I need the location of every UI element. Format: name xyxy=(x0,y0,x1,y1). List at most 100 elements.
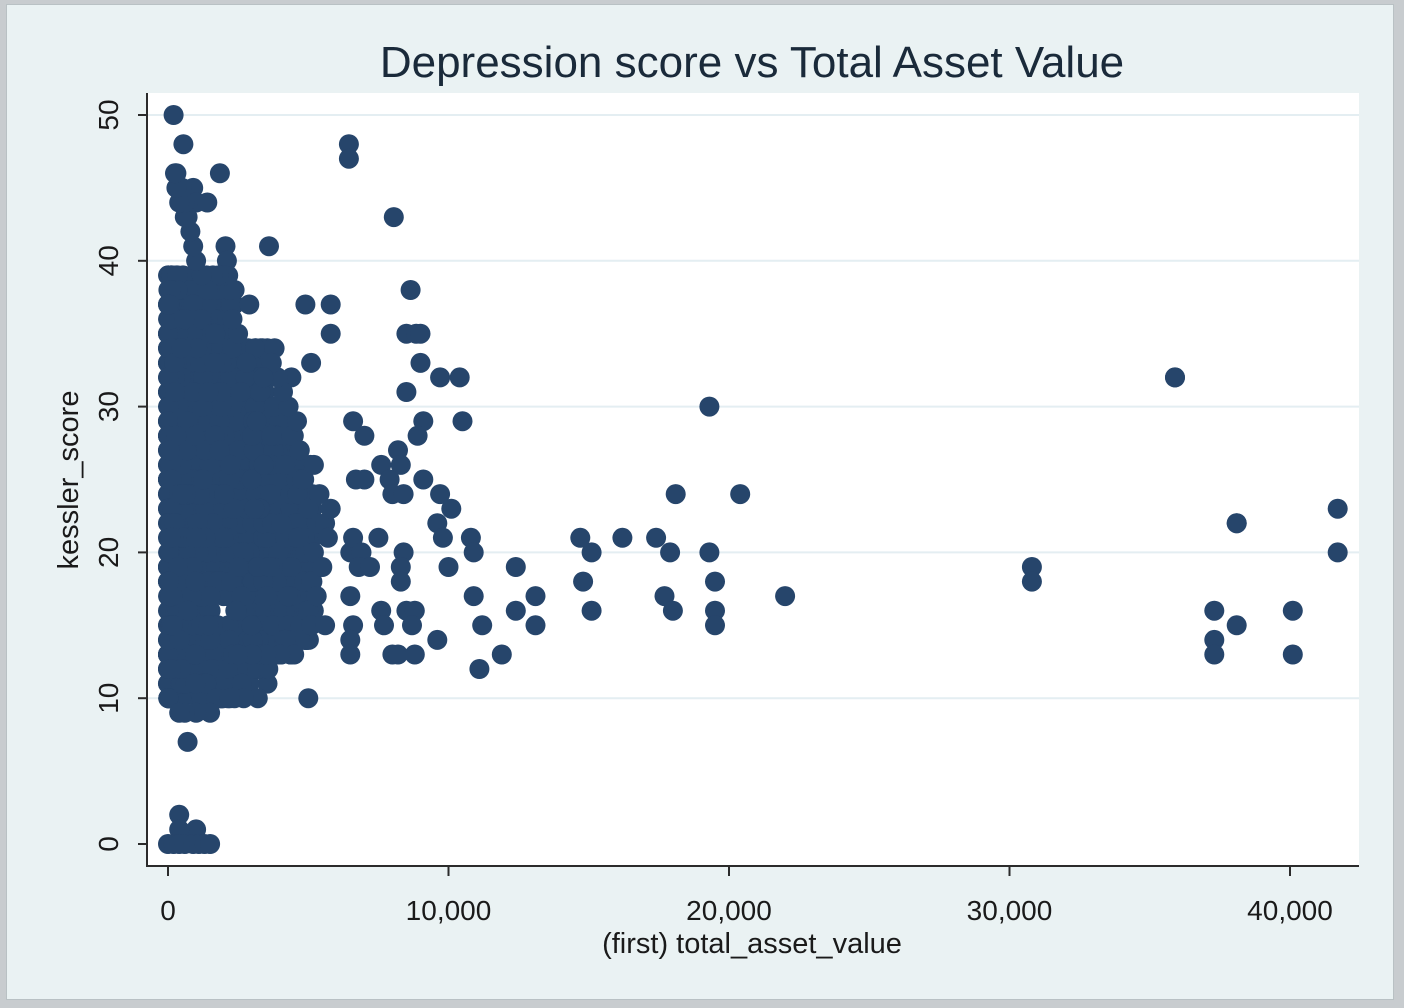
y-tick-label: 20 xyxy=(93,537,124,568)
scatter-point xyxy=(281,367,302,388)
scatter-point xyxy=(159,309,180,330)
scatter-point xyxy=(306,586,327,607)
scatter-point xyxy=(239,294,260,315)
scatter-point xyxy=(226,600,247,621)
scatter-point xyxy=(1327,542,1348,563)
scatter-point xyxy=(163,105,184,125)
scatter-point xyxy=(390,454,411,475)
plot-area xyxy=(147,93,1359,865)
scatter-point xyxy=(253,454,274,475)
scatter-point xyxy=(242,659,263,679)
scatter-point xyxy=(211,396,232,417)
scatter-point xyxy=(178,600,199,621)
scatter-point xyxy=(452,411,473,432)
scatter-point xyxy=(223,498,244,519)
scatter-point xyxy=(654,586,675,607)
scatter-point xyxy=(277,586,298,607)
scatter-point xyxy=(200,834,221,854)
scatter-point xyxy=(660,542,681,563)
scatter-point xyxy=(245,338,265,359)
scatter-point xyxy=(699,542,720,563)
scatter-point xyxy=(430,484,451,505)
scatter-point xyxy=(1282,644,1303,665)
scatter-point xyxy=(317,527,338,548)
scatter-point xyxy=(197,192,218,213)
scatter-point xyxy=(298,498,319,519)
scatter-point xyxy=(402,615,422,636)
scatter-point xyxy=(174,309,195,330)
y-tick-label: 40 xyxy=(93,245,124,276)
scatter-point xyxy=(200,702,221,723)
scatter-point xyxy=(1165,367,1185,388)
scatter-point xyxy=(262,615,283,636)
scatter-point xyxy=(730,484,751,505)
scatter-point xyxy=(209,163,230,184)
scatter-point xyxy=(360,557,380,577)
scatter-point xyxy=(430,367,451,388)
scatter-point xyxy=(253,367,274,388)
x-tick-label: 40,000 xyxy=(1247,895,1333,926)
scatter-point xyxy=(236,352,257,373)
scatter-point xyxy=(354,425,375,446)
scatter-point xyxy=(193,469,213,490)
scatter-point xyxy=(463,542,484,563)
scatter-point xyxy=(573,571,594,592)
scatter-point xyxy=(242,644,263,665)
scatter-point xyxy=(173,134,194,155)
scatter-point xyxy=(287,513,308,534)
scatter-point xyxy=(165,382,185,402)
scatter-point xyxy=(166,177,187,198)
scatter-point xyxy=(343,527,364,548)
scatter-point xyxy=(198,615,219,636)
scatter-point xyxy=(303,454,324,475)
scatter-point xyxy=(241,615,262,636)
scatter-point xyxy=(581,542,602,563)
scatter-point xyxy=(185,571,206,592)
scatter-point xyxy=(257,586,277,607)
scatter-point xyxy=(338,134,359,155)
scatter-point xyxy=(263,396,284,417)
scatter-point xyxy=(407,425,428,446)
scatter-point xyxy=(662,600,683,621)
scatter-point xyxy=(390,557,411,577)
scatter-point xyxy=(301,352,322,373)
scatter-point xyxy=(646,527,667,548)
scatter-point xyxy=(158,688,179,709)
scatter-point xyxy=(185,644,206,665)
scatter-point xyxy=(218,615,239,636)
scatter-point xyxy=(261,425,282,446)
scatter-point xyxy=(320,294,341,315)
scatter-point xyxy=(469,659,490,679)
scatter-point xyxy=(463,586,484,607)
scatter-point xyxy=(160,659,181,679)
scatter-point xyxy=(204,352,225,373)
scatter-point xyxy=(160,527,181,548)
scatter-point xyxy=(289,440,310,461)
y-tick-label: 50 xyxy=(93,99,124,130)
scatter-point xyxy=(284,644,305,665)
scatter-point xyxy=(491,644,512,665)
y-tick-label: 0 xyxy=(93,836,124,852)
scatter-point xyxy=(303,542,324,563)
x-tick-label: 30,000 xyxy=(967,895,1053,926)
scatter-point xyxy=(525,615,546,636)
scatter-point xyxy=(438,557,459,577)
scatter-point xyxy=(427,629,448,650)
scatter-point xyxy=(160,586,181,607)
scatter-point xyxy=(449,367,470,388)
scatter-point xyxy=(309,484,330,505)
scatter-point xyxy=(354,469,375,490)
scatter-point xyxy=(301,615,322,636)
scatter-point xyxy=(315,615,336,636)
scatter-point xyxy=(287,411,307,432)
scatter-point xyxy=(220,454,241,475)
scatter-point xyxy=(383,207,404,228)
scatter-point xyxy=(775,586,796,607)
scatter-point xyxy=(340,586,361,607)
scatter-point xyxy=(221,294,242,315)
scatter-point xyxy=(195,440,216,461)
scatter-point xyxy=(1021,557,1042,577)
scatter-point xyxy=(271,513,292,534)
scatter-point xyxy=(231,673,252,694)
scatter-point xyxy=(256,644,277,665)
